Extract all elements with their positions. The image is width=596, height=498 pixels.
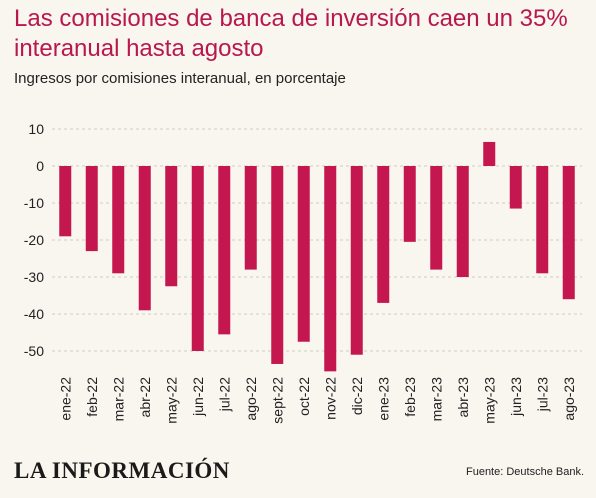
bar-oct-22 xyxy=(297,166,310,342)
y-tick-label: -20 xyxy=(24,232,44,248)
bar-ago-22 xyxy=(244,166,257,270)
bar-ago-23 xyxy=(562,166,575,300)
bar-dic-22 xyxy=(350,166,363,355)
x-tick-label: dic-22 xyxy=(349,377,365,415)
bar-feb-23 xyxy=(403,166,416,242)
bar-mar-23 xyxy=(430,166,443,270)
x-tick-label: ago-22 xyxy=(243,377,259,421)
x-tick-label: feb-22 xyxy=(84,377,100,417)
x-tick-label: sept-22 xyxy=(269,377,285,424)
bar-ene-23 xyxy=(377,166,390,303)
bar-abr-23 xyxy=(456,166,469,277)
x-tick-label: jun-22 xyxy=(190,377,206,417)
chart-subtitle: Ingresos por comisiones interanual, en p… xyxy=(14,70,346,87)
x-axis-ticks: ene-22 feb-22 mar-22 abr-22 may-22 jun-22 jul-… xyxy=(57,377,577,424)
bar-chart: 10 0 -10 -20 -30 -40 -50 ene-22 feb-22 mar-22 abr… xyxy=(24,121,582,424)
x-tick-label: may-23 xyxy=(481,377,497,424)
x-tick-label: oct-22 xyxy=(296,377,312,416)
x-tick-label: mar-23 xyxy=(428,377,444,422)
la-informacion-logo: LA INFORMACIÓN xyxy=(14,458,230,483)
y-tick-label: -40 xyxy=(24,306,44,322)
x-tick-label: ago-23 xyxy=(561,377,577,421)
gridlines xyxy=(52,128,582,352)
x-tick-label: abr-23 xyxy=(455,377,471,418)
bar-jul-23 xyxy=(536,166,549,274)
bar-sept-22 xyxy=(271,166,284,364)
chart-title: Las comisiones de banca de inversión cae… xyxy=(14,5,568,62)
bar-abr-22 xyxy=(138,166,151,311)
bar-may-22 xyxy=(165,166,178,287)
x-tick-label: ene-22 xyxy=(57,377,73,421)
bar-jun-22 xyxy=(191,166,204,351)
x-tick-label: jul-22 xyxy=(216,377,232,412)
y-tick-label: -30 xyxy=(24,269,44,285)
y-tick-label: 10 xyxy=(28,121,44,137)
x-tick-label: jul-23 xyxy=(534,377,550,412)
bar-may-23 xyxy=(483,141,496,166)
x-tick-label: mar-22 xyxy=(110,377,126,422)
x-tick-label: jun-23 xyxy=(508,377,524,417)
x-tick-label: may-22 xyxy=(163,377,179,424)
x-tick-label: ene-23 xyxy=(375,377,391,421)
y-axis-ticks: 10 0 -10 -20 -30 -40 -50 xyxy=(24,121,44,359)
source-note: Fuente: Deutsche Bank. xyxy=(465,466,584,478)
bar-nov-22 xyxy=(324,166,337,372)
x-tick-label: abr-22 xyxy=(137,377,153,418)
bar-jun-23 xyxy=(509,166,522,209)
bar-feb-22 xyxy=(85,166,98,252)
y-tick-label: 0 xyxy=(36,158,44,174)
x-tick-label: nov-22 xyxy=(322,377,338,420)
x-tick-label: feb-23 xyxy=(402,377,418,417)
y-tick-label: -10 xyxy=(24,195,44,211)
y-tick-label: -50 xyxy=(24,343,44,359)
bar-jul-22 xyxy=(218,166,231,335)
bar-ene-22 xyxy=(59,166,72,237)
bars xyxy=(59,141,575,372)
bar-mar-22 xyxy=(112,166,125,274)
